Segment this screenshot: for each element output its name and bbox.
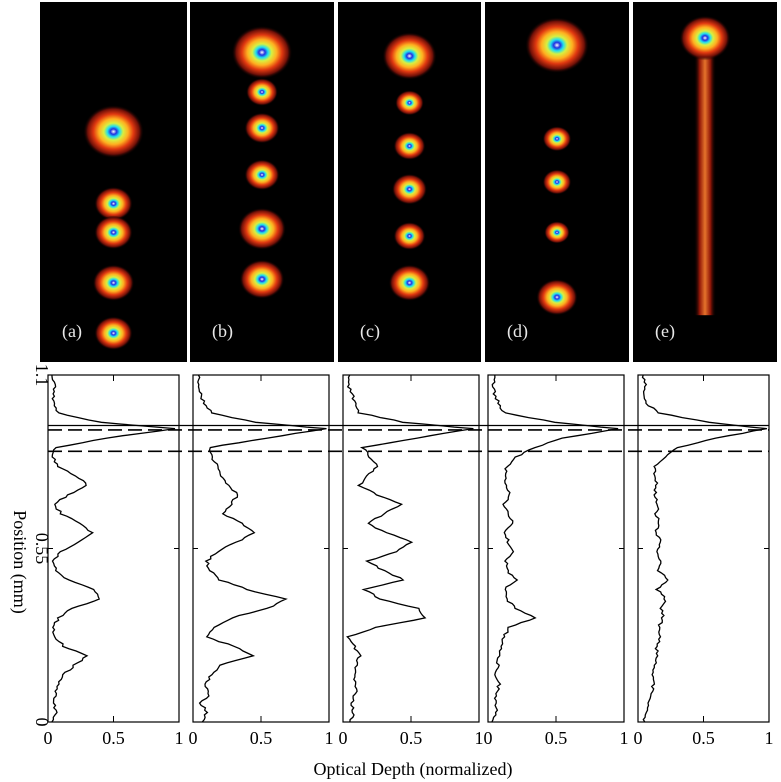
atom-cloud-blob [393, 222, 426, 250]
image-panel: (a) [40, 2, 187, 362]
atom-cloud-blob [92, 264, 135, 301]
profile-panel: 0 0.5 1 [339, 374, 484, 748]
atom-cloud-blob [536, 279, 578, 316]
atom-cloud-blob [542, 169, 572, 195]
x-tick-label: 0.5 [692, 728, 715, 748]
atom-cloud-blob [238, 207, 286, 250]
x-tick-label: 0 [44, 728, 53, 748]
image-panel-label: (a) [62, 321, 82, 342]
plot-frame [47, 374, 180, 723]
atom-cloud-blob [94, 215, 133, 250]
plot-frame [487, 374, 625, 723]
x-tick-label: 0.5 [250, 728, 273, 748]
atom-cloud-streak [694, 20, 716, 316]
x-tick-label: 1 [620, 728, 629, 748]
atom-cloud-blob [525, 17, 589, 74]
image-panel-label: (c) [360, 321, 380, 342]
y-tick-label: 1.1 [32, 364, 52, 387]
image-panel: (e) [633, 2, 777, 362]
atom-cloud-blob [246, 78, 278, 106]
image-panel-label: (d) [507, 321, 528, 342]
atom-cloud-blob [393, 132, 426, 160]
image-panels: (a) (b) (c) (d) (e) [40, 2, 777, 362]
x-tick-label: 0 [189, 728, 198, 748]
x-tick-label: 1 [475, 728, 484, 748]
profile-line [346, 374, 474, 723]
atom-cloud-blob [83, 105, 144, 159]
image-panel: (c) [338, 2, 481, 362]
y-tick-label: 0.55 [32, 533, 52, 565]
profile-charts: 0 0.5 1 0 0.5 1 0 0.5 1 0 0.5 1 0 0.5 100.551.1 [32, 364, 774, 748]
atom-cloud-blob [244, 112, 280, 144]
atom-cloud-blob [244, 159, 280, 191]
profile-line [51, 374, 176, 723]
atom-cloud-blob [544, 221, 570, 244]
profile-panel: 0 0.5 1 [189, 374, 334, 748]
x-tick-label: 1 [765, 728, 774, 748]
image-panel-label: (e) [655, 321, 675, 342]
profile-panel: 0 0.5 1 [44, 374, 184, 748]
atom-cloud-blob [94, 186, 133, 221]
y-axis-label: Position (mm) [9, 510, 30, 614]
image-panel-label: (b) [212, 321, 233, 342]
x-tick-label: 0 [634, 728, 643, 748]
y-tick-label: 0 [32, 718, 52, 727]
atom-cloud-blob [94, 316, 133, 351]
x-tick-label: 0.5 [400, 728, 423, 748]
x-tick-label: 0.5 [102, 728, 125, 748]
plot-frame [192, 374, 330, 723]
atom-cloud-blob [395, 90, 424, 116]
atom-cloud-blob [391, 173, 428, 205]
x-tick-label: 0 [339, 728, 348, 748]
atom-cloud-blob [382, 32, 437, 80]
atom-cloud-blob [239, 259, 285, 299]
atom-cloud-blob [231, 25, 293, 79]
profile-panel: 0 0.5 1 [484, 374, 629, 748]
x-tick-label: 0.5 [545, 728, 568, 748]
x-tick-label: 1 [325, 728, 334, 748]
atom-cloud-blob [542, 126, 572, 152]
x-axis-label: Optical Depth (normalized) [314, 759, 513, 780]
atom-cloud-blob [679, 15, 731, 61]
image-panel: (b) [190, 2, 334, 362]
atom-cloud-blob [388, 264, 431, 301]
profile-panel: 0 0.5 1 [634, 374, 774, 748]
x-tick-label: 1 [175, 728, 184, 748]
x-tick-label: 0 [484, 728, 493, 748]
image-panel: (d) [485, 2, 629, 362]
image-background [40, 2, 187, 362]
